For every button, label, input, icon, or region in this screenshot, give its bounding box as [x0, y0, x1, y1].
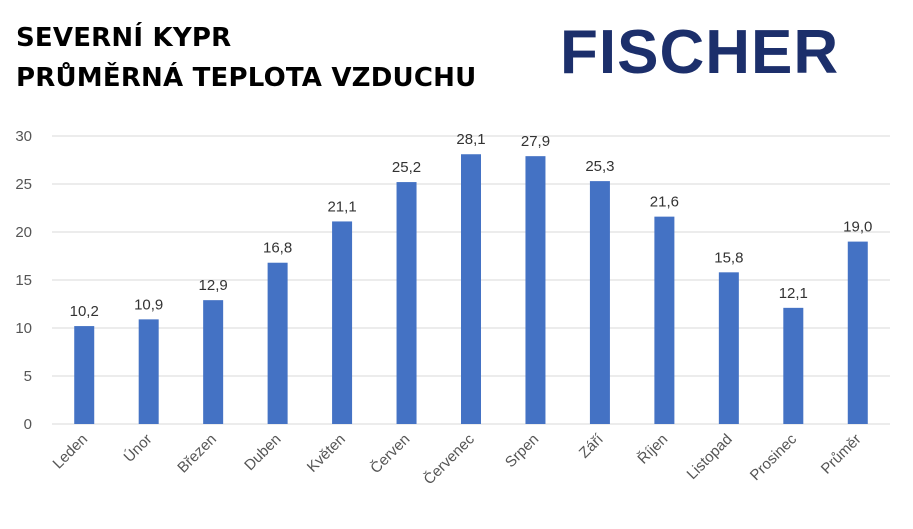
- x-tick-label: Průměr: [818, 431, 865, 478]
- x-tick-label: Říjen: [634, 431, 671, 468]
- data-label: 10,2: [70, 303, 99, 320]
- bar: [74, 326, 95, 424]
- bar: [138, 319, 159, 424]
- y-tick-label: 25: [15, 176, 32, 193]
- data-label: 21,6: [650, 194, 679, 211]
- title-line-1: SEVERNÍ KYPR: [16, 23, 232, 53]
- x-tick-label: Leden: [50, 431, 92, 473]
- x-tick-label: Únor: [121, 431, 156, 466]
- bar: [461, 154, 481, 425]
- y-tick-label: 10: [15, 320, 32, 337]
- data-label: 10,9: [134, 296, 163, 313]
- bar: [718, 272, 739, 424]
- bar: [847, 241, 868, 424]
- data-label: 15,8: [714, 249, 743, 266]
- data-label: 12,1: [779, 285, 808, 302]
- x-tick-label: Listopad: [684, 431, 736, 483]
- bar: [396, 182, 417, 424]
- x-tick-label: Srpen: [502, 431, 542, 471]
- bar: [654, 216, 675, 424]
- data-label: 25,3: [585, 158, 614, 175]
- bar: [267, 262, 288, 424]
- y-tick-label: 30: [15, 128, 32, 145]
- data-label: 12,9: [199, 277, 228, 294]
- data-label: 19,0: [843, 219, 872, 236]
- x-tick-label: Září: [576, 430, 607, 461]
- x-tick-label: Prosinec: [747, 430, 801, 484]
- bar: [783, 307, 804, 424]
- y-tick-label: 15: [15, 272, 32, 289]
- y-tick-label: 20: [15, 224, 32, 241]
- data-label: 27,9: [521, 133, 550, 150]
- data-label: 21,1: [327, 198, 356, 215]
- bar: [589, 181, 610, 424]
- bar: [203, 300, 224, 424]
- title-block: SEVERNÍ KYPR PRŮMĚRNÁ TEPLOTA VZDUCHU: [16, 18, 476, 98]
- bar: [525, 156, 546, 424]
- y-tick-label: 5: [24, 368, 32, 385]
- y-tick-label: 0: [24, 416, 32, 433]
- x-tick-label: Červenec: [420, 430, 478, 488]
- fischer-logo: FISCHER: [560, 18, 840, 87]
- chart-title: PRŮMĚRNÁ TEPLOTA VZDUCHU: [16, 63, 477, 93]
- x-tick-label: Červen: [367, 431, 413, 477]
- data-label: 28,1: [456, 131, 485, 148]
- x-tick-label: Duben: [241, 431, 284, 474]
- x-tick-label: Březen: [174, 431, 220, 477]
- data-label: 16,8: [263, 240, 292, 257]
- bar: [332, 221, 353, 424]
- data-label: 25,2: [392, 159, 421, 176]
- x-tick-label: Květen: [304, 431, 349, 476]
